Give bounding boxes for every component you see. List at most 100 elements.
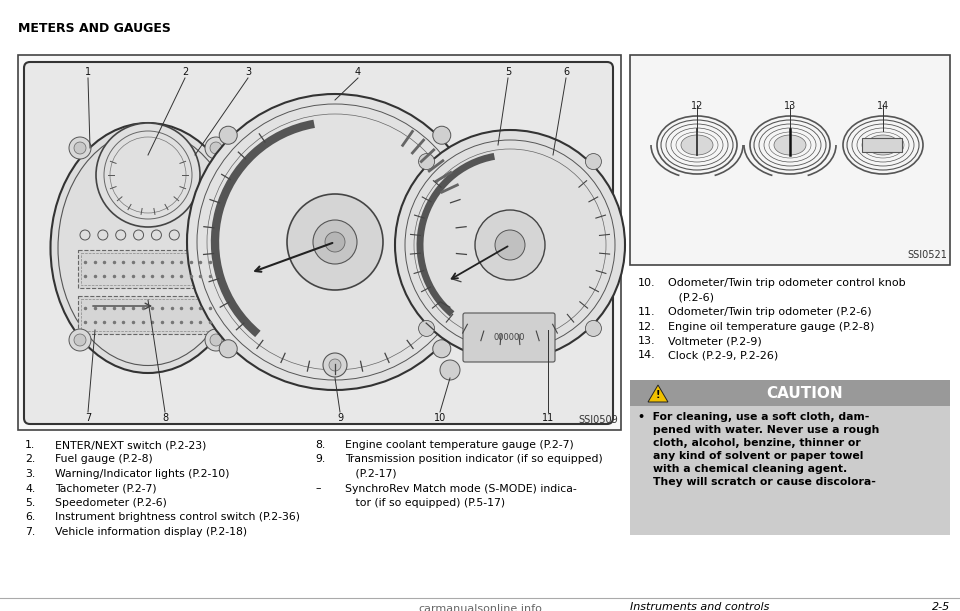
Circle shape (219, 126, 237, 144)
Polygon shape (648, 385, 668, 402)
Circle shape (329, 359, 341, 371)
Text: Instruments and controls: Instruments and controls (630, 602, 769, 611)
Circle shape (395, 130, 625, 360)
Circle shape (287, 194, 383, 290)
Circle shape (187, 94, 483, 390)
Circle shape (205, 137, 227, 159)
Circle shape (419, 320, 435, 337)
Text: Odometer/Twin trip odometer (P.2-6): Odometer/Twin trip odometer (P.2-6) (668, 307, 872, 317)
Text: Odometer/Twin trip odometer control knob: Odometer/Twin trip odometer control knob (668, 278, 905, 288)
Text: (P.2-17): (P.2-17) (345, 469, 396, 479)
Text: 000000: 000000 (493, 332, 525, 342)
Bar (862, 138, 902, 152)
Text: cloth, alcohol, benzine, thinner or: cloth, alcohol, benzine, thinner or (638, 438, 861, 448)
Text: Vehicle information display (P.2-18): Vehicle information display (P.2-18) (55, 527, 247, 537)
Circle shape (433, 340, 451, 358)
Text: 8.: 8. (315, 440, 325, 450)
Text: Engine coolant temperature gauge (P.2-7): Engine coolant temperature gauge (P.2-7) (345, 440, 574, 450)
Text: pened with water. Never use a rough: pened with water. Never use a rough (638, 425, 879, 435)
Ellipse shape (867, 135, 899, 155)
Circle shape (495, 230, 525, 260)
Text: 13.: 13. (638, 336, 656, 346)
Text: Instrument brightness control switch (P.2-36): Instrument brightness control switch (P.… (55, 513, 300, 522)
Text: 2.: 2. (25, 455, 36, 464)
Circle shape (433, 126, 451, 144)
Bar (630, 406, 950, 535)
Text: 14: 14 (876, 101, 889, 111)
Bar (81, 299, 215, 331)
Text: 8: 8 (162, 413, 168, 423)
Text: Clock (P.2-9, P.2-26): Clock (P.2-9, P.2-26) (668, 351, 779, 360)
Text: METERS AND GAUGES: METERS AND GAUGES (18, 22, 171, 35)
Text: SSI0521: SSI0521 (907, 250, 947, 260)
Text: 6.: 6. (25, 513, 36, 522)
Text: ENTER/NEXT switch (P.2-23): ENTER/NEXT switch (P.2-23) (55, 440, 206, 450)
Text: 10.: 10. (638, 278, 656, 288)
Text: CAUTION: CAUTION (767, 386, 843, 400)
Circle shape (210, 334, 222, 346)
Text: 14.: 14. (638, 351, 656, 360)
Text: carmanualsonline.info: carmanualsonline.info (418, 604, 542, 611)
Ellipse shape (681, 135, 713, 155)
Text: 9.: 9. (315, 455, 325, 464)
Text: Tachometer (P.2-7): Tachometer (P.2-7) (55, 483, 156, 494)
Circle shape (219, 340, 237, 358)
Text: They will scratch or cause discolora-: They will scratch or cause discolora- (638, 477, 876, 487)
Text: Fuel gauge (P.2-8): Fuel gauge (P.2-8) (55, 455, 153, 464)
Circle shape (475, 210, 545, 280)
Circle shape (440, 360, 460, 380)
Circle shape (323, 353, 347, 377)
Text: 13: 13 (784, 101, 796, 111)
Text: Voltmeter (P.2-9): Voltmeter (P.2-9) (668, 336, 761, 346)
Text: SynchroRev Match mode (S-MODE) indica-: SynchroRev Match mode (S-MODE) indica- (345, 483, 577, 494)
Circle shape (210, 142, 222, 154)
Bar (78, 250, 218, 288)
Text: 9: 9 (337, 413, 343, 423)
Text: !: ! (656, 390, 660, 400)
Bar (18, 55, 621, 430)
Text: 1.: 1. (25, 440, 36, 450)
Text: –: – (315, 483, 321, 494)
Text: 1: 1 (84, 67, 91, 77)
Text: Transmission position indicator (if so equipped): Transmission position indicator (if so e… (345, 455, 603, 464)
Text: Engine oil temperature gauge (P.2-8): Engine oil temperature gauge (P.2-8) (668, 321, 875, 332)
FancyBboxPatch shape (463, 313, 555, 362)
Circle shape (69, 329, 91, 351)
Text: 2-5: 2-5 (932, 602, 950, 611)
Ellipse shape (774, 135, 806, 155)
Text: 11.: 11. (638, 307, 656, 317)
Text: 11: 11 (541, 413, 554, 423)
Text: 7: 7 (84, 413, 91, 423)
Circle shape (74, 334, 86, 346)
Text: 5: 5 (505, 67, 511, 77)
Text: 12.: 12. (638, 321, 656, 332)
Text: 6: 6 (563, 67, 569, 77)
Text: tor (if so equipped) (P.5-17): tor (if so equipped) (P.5-17) (345, 498, 505, 508)
Text: 2: 2 (181, 67, 188, 77)
Circle shape (74, 142, 86, 154)
Text: any kind of solvent or paper towel: any kind of solvent or paper towel (638, 451, 863, 461)
Bar (630, 380, 950, 406)
Bar (630, 55, 950, 265)
Text: 7.: 7. (25, 527, 36, 537)
Text: SSI0509: SSI0509 (578, 415, 618, 425)
Text: 3.: 3. (25, 469, 36, 479)
Text: 5.: 5. (25, 498, 36, 508)
Text: (P.2-6): (P.2-6) (668, 293, 714, 302)
FancyBboxPatch shape (24, 62, 613, 424)
Text: 10: 10 (434, 413, 446, 423)
Circle shape (205, 329, 227, 351)
Circle shape (313, 220, 357, 264)
Circle shape (96, 123, 200, 227)
Text: •  For cleaning, use a soft cloth, dam-: • For cleaning, use a soft cloth, dam- (638, 412, 870, 422)
Ellipse shape (51, 123, 246, 373)
Bar (81, 253, 215, 285)
Text: 12: 12 (691, 101, 703, 111)
Text: with a chemical cleaning agent.: with a chemical cleaning agent. (638, 464, 848, 474)
Text: 4.: 4. (25, 483, 36, 494)
Circle shape (586, 320, 601, 337)
Text: 4: 4 (355, 67, 361, 77)
Circle shape (586, 153, 601, 170)
Bar (78, 296, 218, 334)
Text: 3: 3 (245, 67, 252, 77)
